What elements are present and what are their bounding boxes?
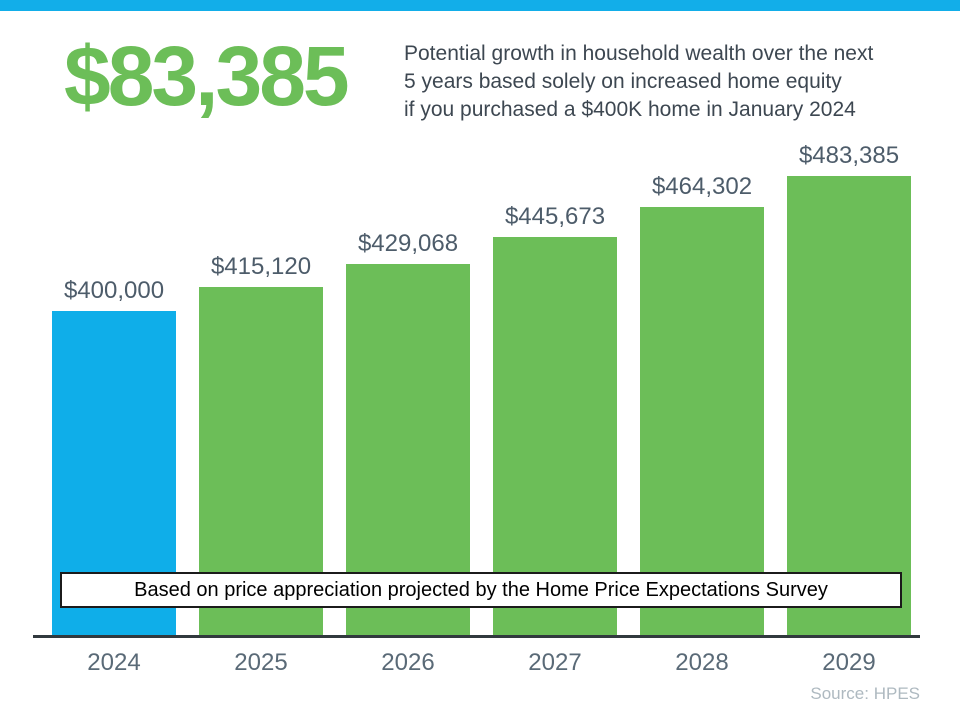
top-accent-strip — [0, 0, 960, 11]
x-axis-label-2026: 2026 — [381, 649, 435, 676]
x-axis-label-2025: 2025 — [234, 649, 288, 676]
bar-2028 — [640, 207, 764, 635]
x-axis-label-2028: 2028 — [675, 649, 729, 676]
footnote-banner-text: Based on price appreciation projected by… — [134, 578, 828, 601]
bar-value-label-2026: $429,068 — [357, 230, 459, 257]
bar-value-label-2024: $400,000 — [63, 277, 165, 304]
bar-2027 — [493, 237, 617, 635]
bar-value-label-2025: $415,120 — [210, 253, 312, 280]
description-line-2: 5 years based solely on increased home e… — [404, 70, 842, 93]
bar-value-label-2027: $445,673 — [504, 203, 606, 230]
source-attribution: Source: HPES — [810, 684, 920, 703]
description-line-3: if you purchased a $400K home in January… — [404, 98, 856, 121]
bar-value-label-2028: $464,302 — [651, 173, 753, 200]
x-axis-label-2024: 2024 — [87, 649, 141, 676]
footnote-banner: Based on price appreciation projected by… — [60, 572, 902, 608]
x-axis-label-2029: 2029 — [822, 649, 876, 676]
bar-2029 — [787, 176, 911, 635]
x-axis-label-2027: 2027 — [528, 649, 582, 676]
description-line-1: Potential growth in household wealth ove… — [404, 42, 874, 65]
x-axis-line — [33, 635, 920, 638]
headline-description: Potential growth in household wealth ove… — [404, 40, 873, 124]
bar-value-label-2029: $483,385 — [798, 142, 900, 169]
headline-amount: $83,385 — [64, 29, 350, 123]
